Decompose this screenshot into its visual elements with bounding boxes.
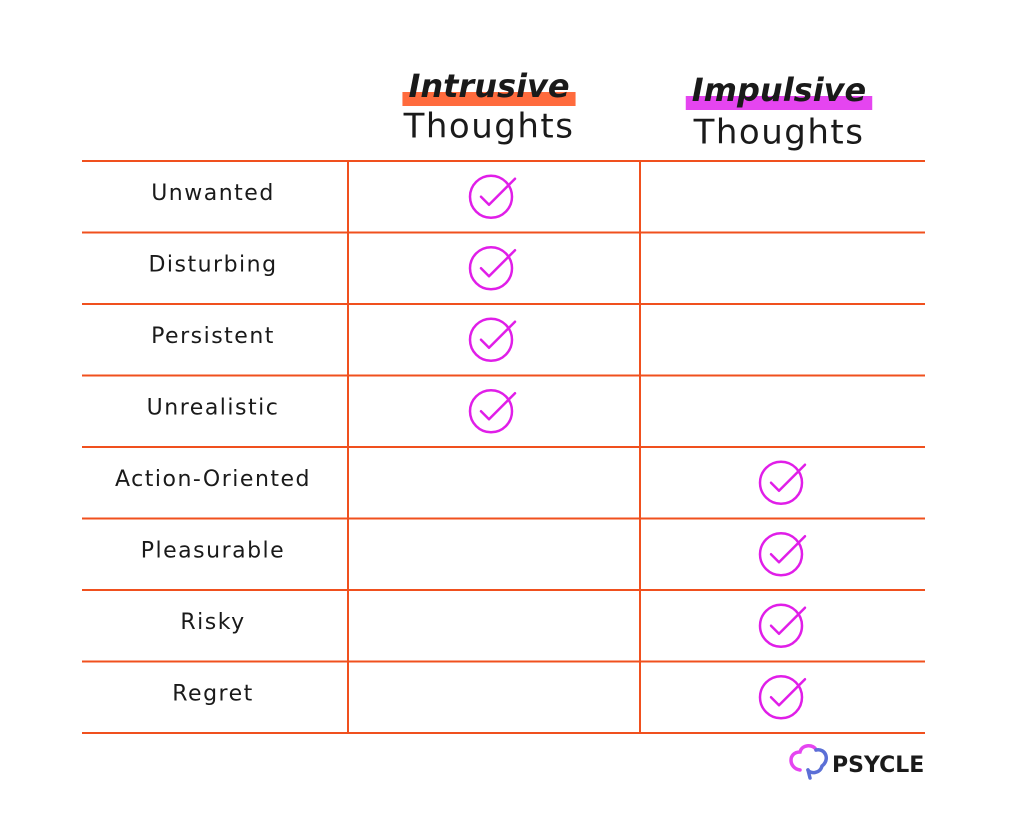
column-subtitle: Thoughts xyxy=(403,107,575,147)
check-mark xyxy=(758,460,807,505)
row-label: Disturbing xyxy=(148,252,277,277)
check-mark xyxy=(758,532,807,577)
row-label: Persistent xyxy=(151,324,275,349)
row-label: Unwanted xyxy=(151,181,275,206)
check-mark xyxy=(468,246,517,291)
check-circle xyxy=(758,675,804,720)
check-circle xyxy=(758,532,804,577)
check-mark xyxy=(468,174,517,219)
check-mark xyxy=(758,675,807,720)
check-circle xyxy=(758,603,804,648)
check-mark xyxy=(758,603,807,648)
check-tick xyxy=(479,249,517,278)
title-highlight xyxy=(402,92,576,106)
row-label: Risky xyxy=(180,610,245,635)
row-label: Action-Oriented xyxy=(115,467,311,492)
check-tick xyxy=(479,392,517,421)
check-tick xyxy=(769,678,807,707)
check-tick xyxy=(479,320,517,349)
logo-text: PSYCLE xyxy=(832,753,924,778)
row-label: Pleasurable xyxy=(141,538,285,563)
check-mark xyxy=(468,389,517,434)
check-tick xyxy=(479,177,517,206)
logo-icon xyxy=(789,744,828,780)
column-title: Impulsive xyxy=(692,71,866,109)
column-title: Intrusive xyxy=(408,67,569,105)
check-circle xyxy=(468,389,514,434)
check-circle xyxy=(468,246,514,291)
check-tick xyxy=(769,535,807,564)
check-tick xyxy=(769,606,807,635)
check-circle xyxy=(758,460,804,505)
row-label: Unrealistic xyxy=(147,395,280,420)
check-tick xyxy=(769,463,807,492)
row-label: Regret xyxy=(172,681,254,706)
title-highlight xyxy=(685,96,873,110)
check-circle xyxy=(468,317,514,362)
column-subtitle: Thoughts xyxy=(693,113,865,153)
check-circle xyxy=(468,174,514,219)
check-mark xyxy=(468,317,517,362)
